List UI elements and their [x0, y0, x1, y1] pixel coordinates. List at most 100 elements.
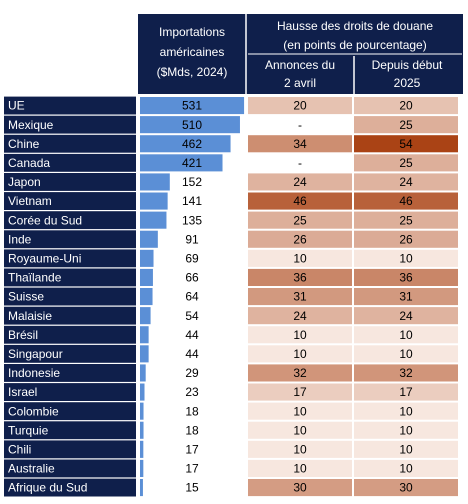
tariff-value: 26	[293, 232, 307, 246]
country-name: Japon	[8, 175, 41, 189]
tariff-value: 24	[293, 309, 307, 323]
tariff-cell	[354, 230, 458, 248]
import-value: 462	[182, 137, 202, 151]
tariff-cell	[354, 307, 458, 325]
import-bar	[140, 326, 149, 344]
country-name: Australie	[8, 462, 55, 476]
country-name: Malaisie	[8, 309, 52, 323]
country-cell	[4, 440, 136, 459]
tariff-value: 24	[399, 175, 413, 189]
import-value: 141	[182, 194, 202, 208]
import-bar	[140, 268, 153, 286]
country-cell	[4, 230, 136, 249]
tariff-cell	[248, 230, 352, 248]
tariff-value: 30	[293, 481, 307, 495]
header-text: Importations	[159, 25, 225, 39]
tariff-value: 10	[293, 328, 307, 342]
header-text: Hausse des droits de douane	[277, 19, 433, 33]
import-bar	[140, 154, 223, 172]
import-bar	[140, 192, 168, 210]
tariff-value: 54	[399, 137, 413, 151]
tariff-value: 10	[399, 404, 413, 418]
country-cell	[4, 364, 136, 382]
tariff-cell	[354, 326, 458, 344]
tariff-value: 10	[293, 347, 307, 361]
import-value: 44	[185, 328, 199, 342]
tariff-cell	[248, 307, 352, 325]
tariff-value: 36	[399, 271, 413, 285]
import-bar	[140, 116, 240, 134]
tariff-cell	[248, 211, 352, 229]
country-name: Afrique du Sud	[8, 481, 87, 495]
country-cell	[4, 173, 136, 191]
import-value: 135	[182, 213, 202, 227]
tariff-cell	[248, 268, 352, 286]
tariff-cell	[248, 173, 352, 191]
tariff-cell	[354, 249, 458, 267]
tariff-value: 17	[399, 385, 413, 399]
tariff-value: 25	[293, 213, 307, 227]
import-bar	[140, 364, 146, 382]
tariff-value: 31	[399, 290, 413, 304]
country-name: Corée du Sud	[8, 213, 82, 227]
tariff-cell	[248, 326, 352, 344]
tariff-cell	[354, 459, 458, 477]
country-cell	[4, 287, 136, 306]
tariff-value: 36	[293, 271, 307, 285]
tariff-cell	[248, 288, 352, 306]
tariff-value: 10	[293, 443, 307, 457]
import-value: 17	[185, 462, 199, 476]
tariff-value: 10	[293, 423, 307, 437]
import-value: 421	[182, 156, 202, 170]
country-cell	[4, 153, 136, 172]
tariff-value: 10	[293, 404, 307, 418]
country-name: Colombie	[8, 404, 59, 418]
country-name: Suisse	[8, 290, 44, 304]
tariff-value: 46	[293, 194, 307, 208]
country-name: Thaïlande	[8, 271, 62, 285]
country-cell	[4, 306, 136, 325]
tariff-cell	[354, 479, 458, 497]
country-name: Inde	[8, 232, 32, 246]
country-cell	[4, 268, 136, 287]
header-text: Depuis début	[372, 58, 443, 72]
import-bar	[140, 97, 245, 115]
tariff-value: 34	[293, 137, 307, 151]
country-name: Chine	[8, 137, 40, 151]
import-value: 69	[185, 252, 199, 266]
import-value: 152	[182, 175, 202, 189]
tariff-value: 30	[399, 481, 413, 495]
country-name: Turquie	[8, 423, 49, 437]
tariff-cell	[248, 421, 352, 439]
tariff-value: 10	[399, 443, 413, 457]
tariff-value: 32	[293, 366, 307, 380]
import-value: 23	[185, 385, 199, 399]
country-cell	[4, 459, 136, 478]
header-text: 2025	[394, 76, 421, 90]
country-name: Indonesie	[8, 366, 60, 380]
tariff-value: 26	[399, 232, 413, 246]
tariff-value: 24	[399, 309, 413, 323]
tariff-cell	[248, 479, 352, 497]
country-cell	[4, 325, 136, 344]
tariff-value: 32	[399, 366, 413, 380]
tariff-value: 31	[293, 290, 307, 304]
tariff-cell	[354, 345, 458, 363]
tariff-value: 20	[399, 99, 413, 113]
tariff-value: 17	[293, 385, 307, 399]
import-bar	[140, 459, 144, 477]
country-cell	[4, 383, 136, 401]
import-value: 18	[185, 423, 199, 437]
tariff-cell	[248, 345, 352, 363]
tariff-cell	[354, 135, 458, 153]
tariff-cell	[248, 459, 352, 477]
tariff-cell	[248, 383, 352, 401]
import-bar	[140, 307, 151, 325]
import-value: 531	[182, 99, 202, 113]
tariff-cell	[248, 116, 352, 134]
import-value: 54	[185, 309, 199, 323]
import-value: 15	[185, 481, 199, 495]
country-cell	[4, 344, 136, 363]
tariff-value: 25	[399, 118, 413, 132]
